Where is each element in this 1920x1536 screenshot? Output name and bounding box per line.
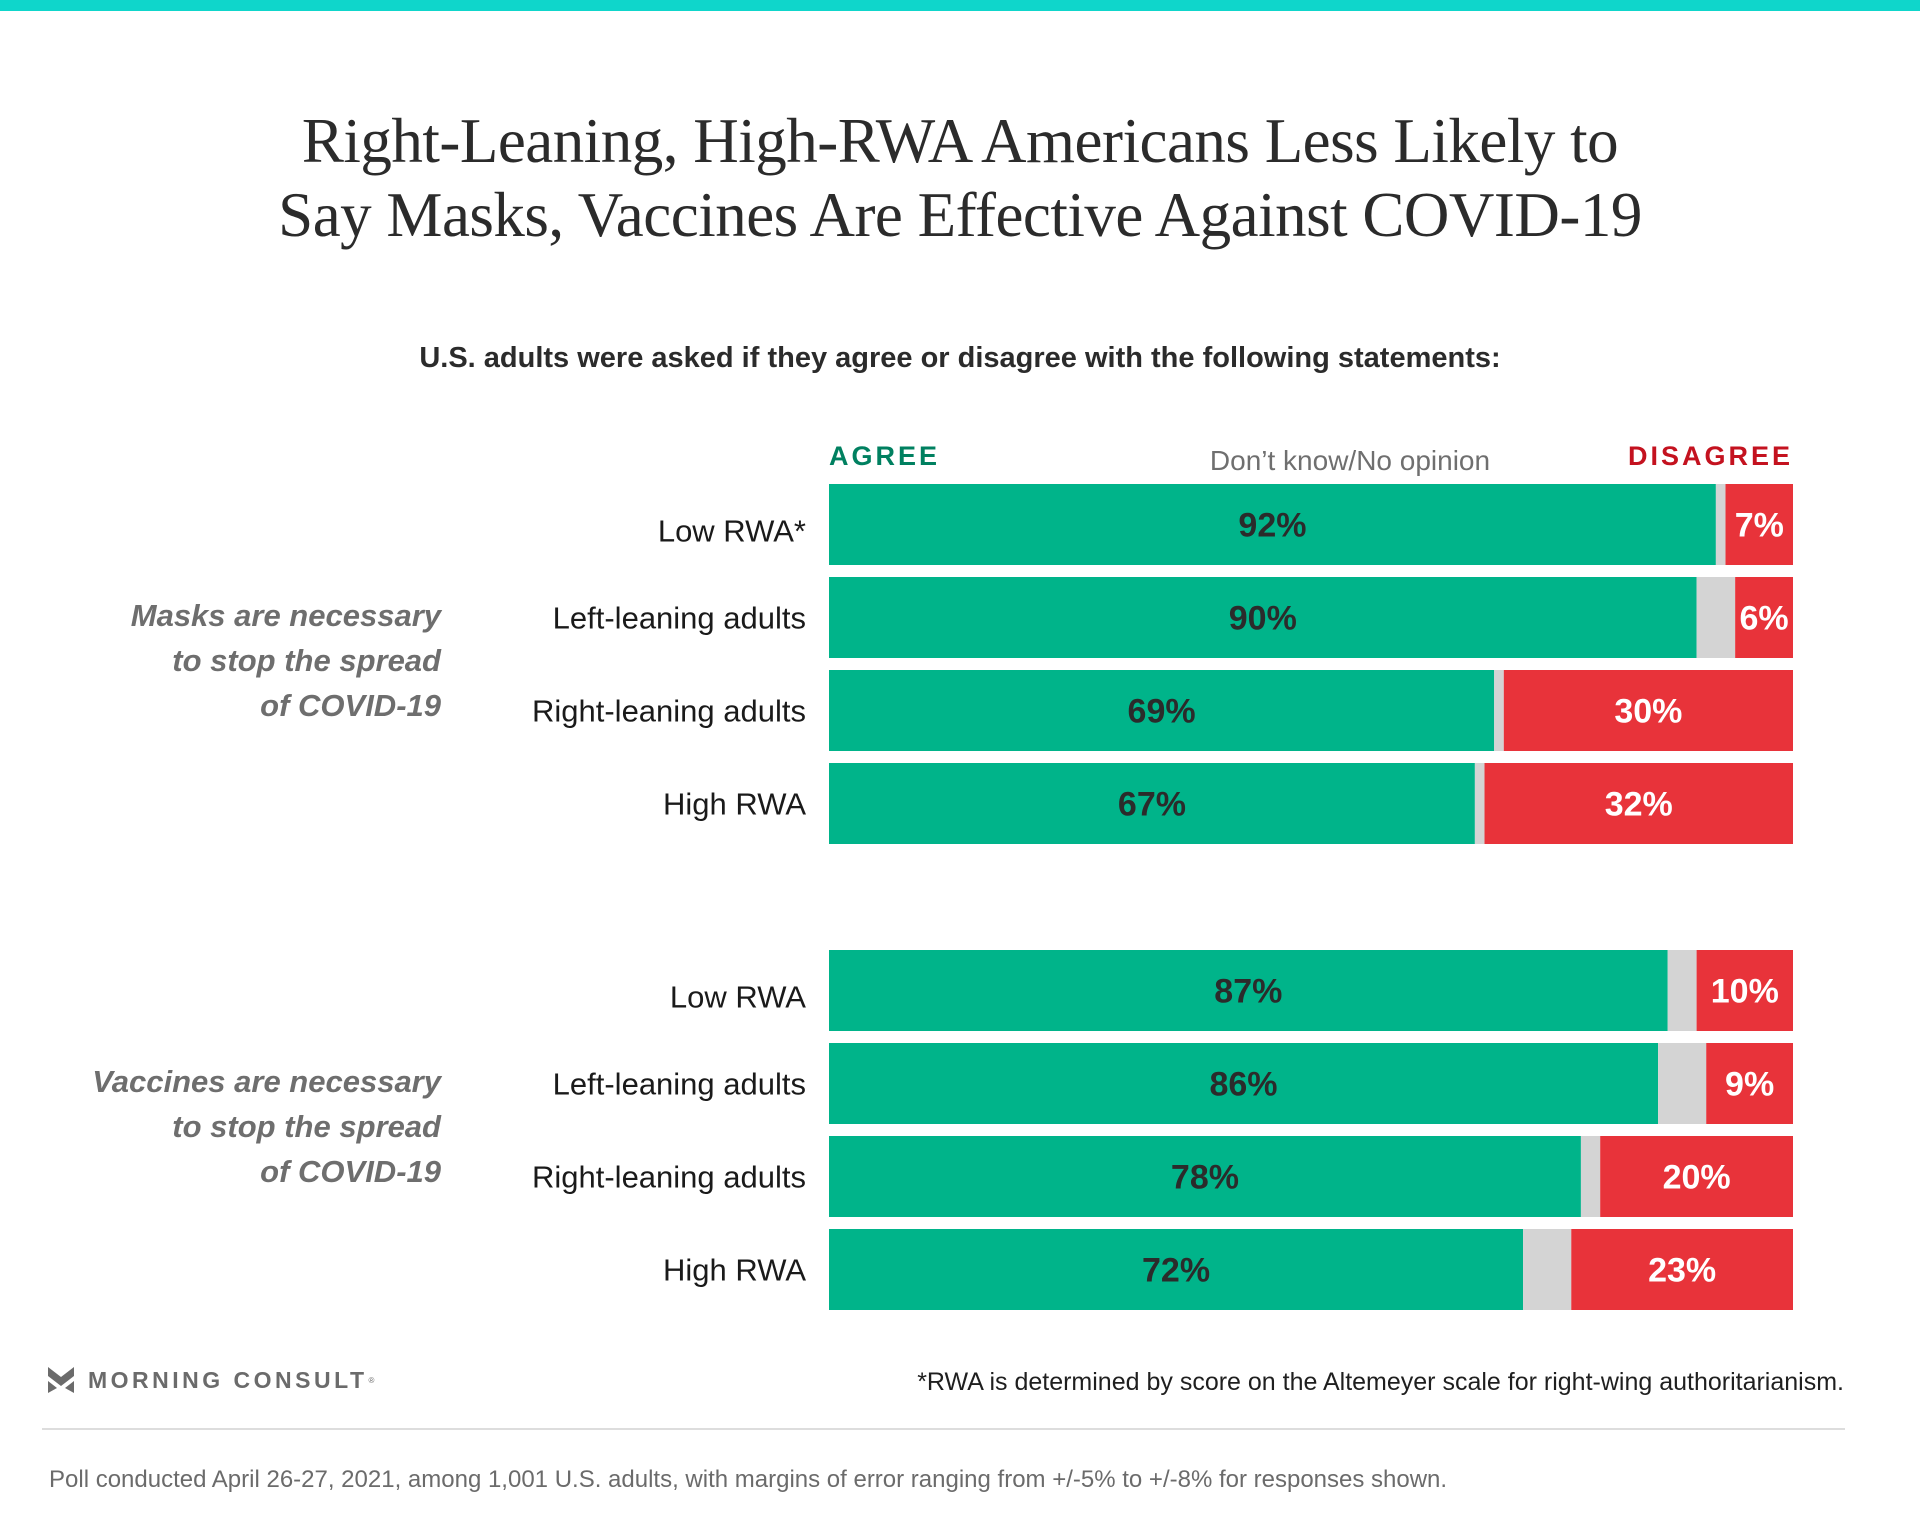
bar-dont-know xyxy=(1658,1043,1707,1124)
data-label-disagree: 20% xyxy=(1663,1159,1731,1197)
data-label-disagree: 23% xyxy=(1648,1252,1716,1290)
category-label: Left-leaning adults xyxy=(553,601,806,636)
bar-disagree xyxy=(1696,950,1793,1031)
chart-title-line-2: Say Masks, Vaccines Are Effective Agains… xyxy=(278,180,1642,250)
brand-name: MORNING CONSULT xyxy=(88,1366,368,1393)
bar-dont-know xyxy=(1696,577,1736,658)
bar-dont-know xyxy=(1494,670,1504,751)
morning-consult-logo-icon xyxy=(48,1367,74,1393)
data-label-agree: 90% xyxy=(1229,600,1297,638)
morning-consult-logo: MORNING CONSULT ® xyxy=(48,1366,374,1394)
bar-agree xyxy=(829,763,1475,844)
legend-agree: AGREE xyxy=(829,441,941,471)
category-label: Right-leaning adults xyxy=(532,694,806,729)
top-accent-bar xyxy=(0,0,1920,11)
legend-dont-know: Don’t know/No opinion xyxy=(1209,445,1491,476)
data-label-agree: 86% xyxy=(1209,1066,1277,1104)
bar-disagree xyxy=(1725,484,1793,565)
statement-label-line: of COVID-19 xyxy=(260,688,442,723)
data-label-agree: 69% xyxy=(1128,693,1196,731)
bar-disagree xyxy=(1503,670,1793,751)
rwa-footnote: *RWA is determined by score on the Altem… xyxy=(917,1368,1844,1396)
statement-label-line: to stop the spread xyxy=(172,643,442,678)
bar-disagree xyxy=(1484,763,1793,844)
data-label-disagree: 32% xyxy=(1605,786,1673,824)
chart-title-line-1: Right-Leaning, High-RWA Americans Less L… xyxy=(301,106,1619,176)
bar-dont-know xyxy=(1667,950,1697,1031)
bar-agree xyxy=(829,1043,1659,1124)
data-label-disagree: 30% xyxy=(1614,693,1682,731)
category-label: Left-leaning adults xyxy=(553,1067,806,1102)
category-label: Low RWA xyxy=(670,980,806,1015)
category-label: Low RWA* xyxy=(658,514,806,549)
data-label-disagree: 9% xyxy=(1725,1066,1774,1104)
data-label-disagree: 7% xyxy=(1735,507,1784,545)
bar-dont-know xyxy=(1715,484,1726,565)
footer-divider xyxy=(42,1428,1845,1430)
data-label-disagree: 6% xyxy=(1740,600,1789,638)
data-label-disagree: 10% xyxy=(1711,973,1779,1011)
bar-agree xyxy=(829,950,1668,1031)
data-label-agree: 72% xyxy=(1142,1252,1210,1290)
statement-label-line: to stop the spread xyxy=(172,1109,442,1144)
data-label-agree: 67% xyxy=(1118,786,1186,824)
bar-agree xyxy=(829,577,1697,658)
statement-label-line: of COVID-19 xyxy=(260,1154,442,1189)
category-label: High RWA xyxy=(663,787,806,822)
bar-disagree xyxy=(1706,1043,1793,1124)
bar-agree xyxy=(829,670,1495,751)
chart-title: Right-Leaning, High-RWA Americans Less L… xyxy=(0,104,1920,252)
bar-agree xyxy=(829,1229,1524,1310)
bar-disagree xyxy=(1735,577,1793,658)
registered-mark: ® xyxy=(368,1375,375,1385)
statement-label-line: Masks are necessary xyxy=(131,598,443,633)
data-label-agree: 92% xyxy=(1238,507,1306,545)
bar-dont-know xyxy=(1580,1136,1601,1217)
bar-agree xyxy=(829,1136,1581,1217)
data-label-agree: 78% xyxy=(1171,1159,1239,1197)
bar-dont-know xyxy=(1474,763,1485,844)
category-label: Right-leaning adults xyxy=(532,1160,806,1195)
data-label-agree: 87% xyxy=(1214,973,1282,1011)
bar-disagree xyxy=(1600,1136,1793,1217)
bar-dont-know xyxy=(1523,1229,1572,1310)
statement-label-line: Vaccines are necessary xyxy=(92,1064,442,1099)
chart-subtitle: U.S. adults were asked if they agree or … xyxy=(419,342,1501,374)
poll-source-note: Poll conducted April 26-27, 2021, among … xyxy=(49,1466,1448,1493)
bar-agree xyxy=(829,484,1716,565)
legend-disagree: DISAGREE xyxy=(1627,441,1793,471)
bar-disagree xyxy=(1571,1229,1793,1310)
category-label: High RWA xyxy=(663,1253,806,1288)
